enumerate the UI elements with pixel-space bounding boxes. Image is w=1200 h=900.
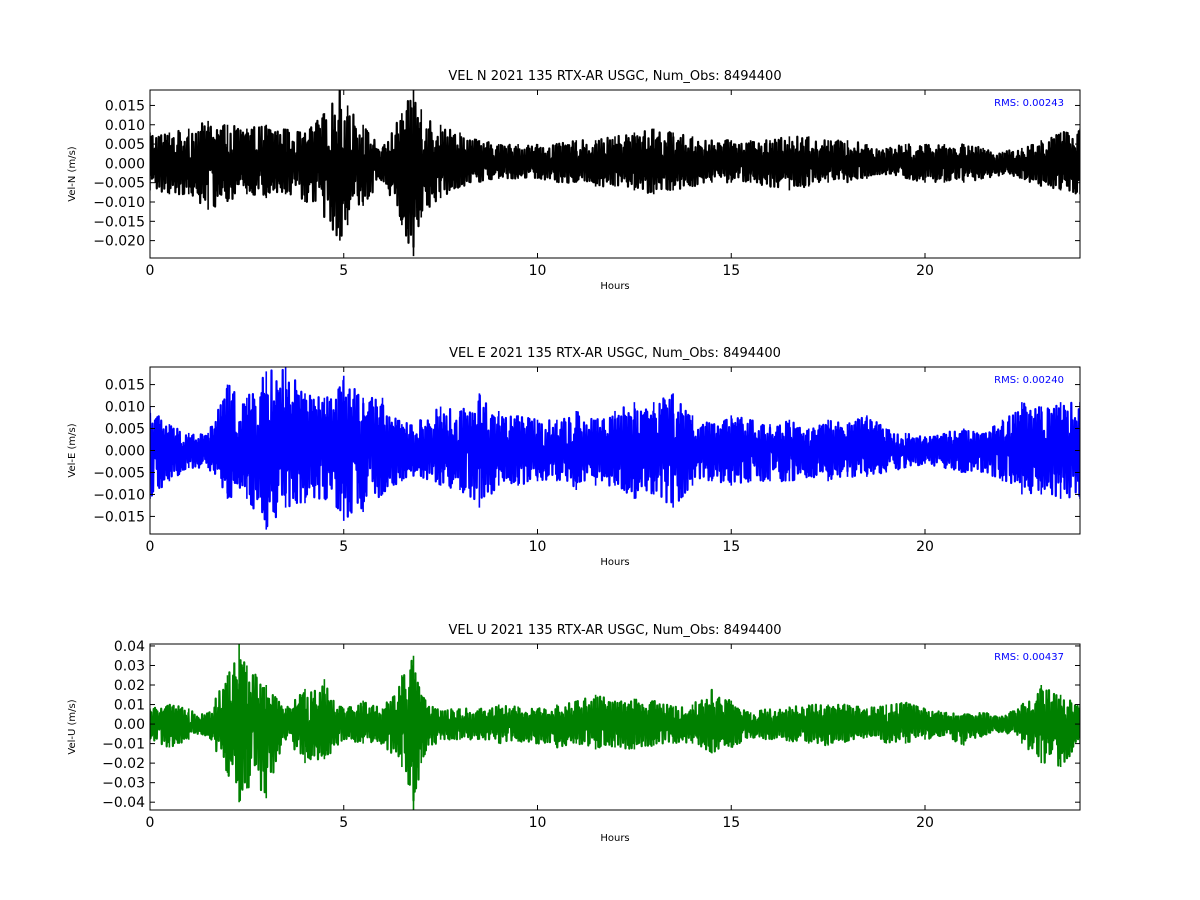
y-tick-label-2-0: −0.04	[102, 795, 145, 811]
chart-panel-2: 0 5 10 15 20 −0.04 −0.03 −0.02 −0.01 0.00 0.01 0.02…	[67, 623, 1081, 844]
x-tick-label-0-0: 0	[146, 263, 155, 279]
x-tick-label-1-4: 20	[916, 539, 934, 555]
chart-panel-1: 0 5 10 15 20 −0.015 −0.010 −0.005 0.000 0.005 0.01…	[67, 346, 1081, 568]
x-tick-label-1-1: 5	[339, 539, 348, 555]
x-tick-label-2-1: 5	[339, 815, 348, 831]
x-axis-label-1: Hours	[600, 557, 629, 568]
chart-panel-0: 0 5 10 15 20 −0.020 −0.015 −0.010 −0.005 0.000 0.0…	[67, 69, 1081, 292]
y-axis-label-1: Vel-E (m/s)	[67, 423, 78, 477]
y-tick-label-2-2: −0.02	[102, 756, 145, 772]
x-tick-label-2-3: 15	[722, 815, 740, 831]
x-tick-label-0-2: 10	[529, 263, 547, 279]
y-tick-label-0-5: 0.005	[105, 137, 145, 153]
x-tick-label-2-4: 20	[916, 815, 934, 831]
y-tick-label-2-5: 0.01	[114, 698, 145, 714]
y-tick-label-1-1: −0.010	[93, 487, 145, 503]
chart-title-0: VEL N 2021 135 RTX-AR USGC, Num_Obs: 849…	[448, 69, 781, 84]
y-tick-label-1-0: −0.015	[93, 509, 145, 525]
y-tick-label-2-8: 0.04	[114, 639, 145, 655]
y-tick-label-2-4: 0.00	[114, 717, 145, 733]
x-axis-label-2: Hours	[600, 833, 629, 844]
axes-frame-0	[149, 89, 1081, 259]
y-tick-label-0-4: 0.000	[105, 156, 145, 172]
y-tick-label-0-3: −0.005	[93, 176, 145, 192]
y-tick-label-0-0: −0.020	[93, 234, 145, 250]
y-tick-label-0-6: 0.010	[105, 118, 145, 134]
y-tick-label-1-6: 0.015	[105, 378, 145, 394]
x-tick-label-1-0: 0	[146, 539, 155, 555]
x-tick-label-2-0: 0	[146, 815, 155, 831]
x-axis-label-0: Hours	[600, 281, 629, 292]
y-tick-label-2-3: −0.01	[102, 737, 145, 753]
rms-annotation-0: RMS: 0.00243	[994, 98, 1064, 109]
y-tick-label-2-1: −0.03	[102, 776, 145, 792]
y-tick-label-1-5: 0.010	[105, 400, 145, 416]
x-tick-label-0-1: 5	[339, 263, 348, 279]
x-tick-label-1-2: 10	[529, 539, 547, 555]
y-axis-label-0: Vel-N (m/s)	[67, 146, 78, 201]
x-tick-label-1-3: 15	[722, 539, 740, 555]
x-tick-label-0-3: 15	[722, 263, 740, 279]
chart-title-2: VEL U 2021 135 RTX-AR USGC, Num_Obs: 849…	[448, 623, 781, 638]
y-tick-label-2-7: 0.03	[114, 658, 145, 674]
axes-frame-2	[149, 643, 1081, 811]
x-tick-label-2-2: 10	[529, 815, 547, 831]
rms-annotation-2: RMS: 0.00437	[994, 652, 1064, 663]
y-tick-label-0-2: −0.010	[93, 195, 145, 211]
y-tick-label-0-7: 0.015	[105, 98, 145, 114]
y-tick-label-0-1: −0.015	[93, 214, 145, 230]
rms-annotation-1: RMS: 0.00240	[994, 375, 1064, 386]
x-tick-label-0-4: 20	[916, 263, 934, 279]
y-axis-label-2: Vel-U (m/s)	[67, 699, 78, 754]
y-tick-label-1-3: 0.000	[105, 444, 145, 460]
y-tick-label-2-6: 0.02	[114, 678, 145, 694]
y-tick-label-1-2: −0.005	[93, 465, 145, 481]
y-tick-label-1-4: 0.005	[105, 422, 145, 438]
chart-title-1: VEL E 2021 135 RTX-AR USGC, Num_Obs: 849…	[449, 346, 781, 361]
